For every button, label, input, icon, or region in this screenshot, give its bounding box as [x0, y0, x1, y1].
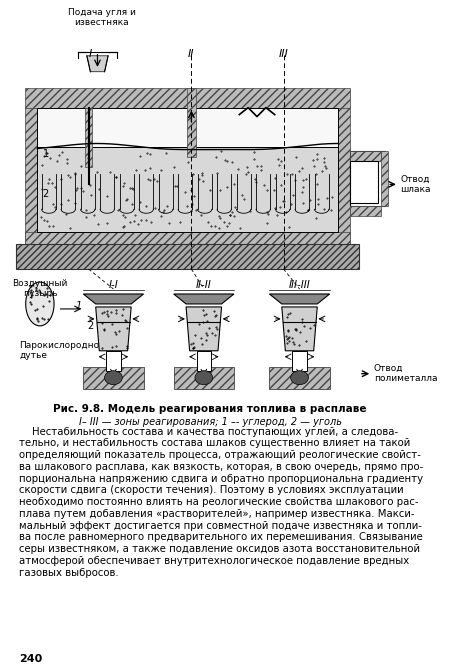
- Bar: [350, 151, 385, 206]
- Bar: [350, 151, 381, 161]
- Bar: [269, 367, 329, 389]
- Bar: [25, 232, 350, 244]
- Text: Парокислородное
дутье: Парокислородное дутье: [19, 341, 105, 360]
- Text: необходимо постоянно влиять на реологические свойства шлакового рас-: необходимо постоянно влиять на реологиче…: [19, 497, 419, 507]
- Bar: [37, 108, 337, 147]
- Bar: [25, 108, 37, 252]
- Text: 2: 2: [88, 321, 94, 331]
- Bar: [350, 206, 381, 216]
- Text: 240: 240: [19, 654, 43, 664]
- Text: серы известняком, а также подавление оксидов азота восстановительной: серы известняком, а также подавление окс…: [19, 544, 420, 554]
- Text: 1: 1: [75, 301, 82, 311]
- Bar: [25, 88, 350, 108]
- Text: атмосферой обеспечивает внутритехнологическое подавление вредных: атмосферой обеспечивает внутритехнологич…: [19, 556, 410, 566]
- Polygon shape: [87, 56, 108, 72]
- Bar: [83, 367, 144, 389]
- Text: 2: 2: [43, 189, 49, 199]
- Text: порциональна напряжению сдвига и обратно пропорциональна градиенту: порциональна напряжению сдвига и обратно…: [19, 474, 424, 484]
- Bar: [197, 351, 211, 371]
- Text: Отвод
шлака: Отвод шлака: [401, 174, 431, 194]
- Bar: [173, 367, 234, 389]
- Polygon shape: [269, 294, 329, 304]
- Text: I: I: [89, 49, 92, 59]
- Text: тельно, и нестабильность состава шлаков существенно влияет на такой: тельно, и нестабильность состава шлаков …: [19, 438, 411, 448]
- Bar: [16, 244, 359, 269]
- Bar: [381, 151, 388, 206]
- Bar: [37, 147, 337, 232]
- Text: ва шлакового расплава, как вязкость, которая, в свою очередь, прямо про-: ва шлакового расплава, как вязкость, кот…: [19, 462, 424, 472]
- Bar: [187, 88, 196, 157]
- Text: Рис. 9.8. Модель реагирования топлива в расплаве: Рис. 9.8. Модель реагирования топлива в …: [53, 404, 367, 414]
- Bar: [106, 351, 120, 371]
- Polygon shape: [282, 307, 317, 351]
- Polygon shape: [96, 307, 131, 351]
- Polygon shape: [26, 282, 54, 326]
- Text: скорости сдвига (скорости течения). Поэтому в условиях эксплуатации: скорости сдвига (скорости течения). Поэт…: [19, 486, 404, 496]
- Text: Нестабильность состава и качества поступающих углей, а следова-: Нестабильность состава и качества поступ…: [19, 426, 399, 436]
- Ellipse shape: [195, 371, 213, 385]
- Text: ва после равномерного предварительного их перемешивания. Связывание: ва после равномерного предварительного и…: [19, 532, 423, 542]
- Text: определяющий показатель процесса, отражающий реологические свойст-: определяющий показатель процесса, отража…: [19, 450, 421, 460]
- Ellipse shape: [291, 371, 309, 385]
- Polygon shape: [186, 307, 221, 351]
- Ellipse shape: [105, 371, 122, 385]
- Bar: [350, 161, 378, 203]
- Polygon shape: [173, 294, 234, 304]
- Text: III-III: III-III: [289, 280, 310, 290]
- Bar: [292, 351, 307, 371]
- Text: мальный эффект достигается при совместной подаче известняка и топли-: мальный эффект достигается при совместно…: [19, 521, 422, 531]
- Text: плава путем добавления «растворителей», например известняка. Макси-: плава путем добавления «растворителей», …: [19, 509, 415, 519]
- Text: Подача угля и
известняка: Подача угля и известняка: [68, 8, 136, 27]
- Bar: [337, 108, 350, 252]
- Text: I– III — зоны реагирования; 1 –- углерод, 2 — уголь: I– III — зоны реагирования; 1 –- углерод…: [79, 416, 342, 426]
- Text: I-I: I-I: [109, 280, 118, 290]
- Bar: [85, 108, 92, 167]
- Text: Воздушный
пузырь: Воздушный пузырь: [12, 279, 68, 298]
- Polygon shape: [83, 294, 144, 304]
- Text: 1: 1: [43, 149, 49, 159]
- Text: III: III: [279, 49, 289, 59]
- Text: II: II: [188, 49, 195, 59]
- Text: II-II: II-II: [196, 280, 212, 290]
- Text: Отвод
полиметалла: Отвод полиметалла: [374, 364, 438, 384]
- Text: газовых выбросов.: газовых выбросов.: [19, 567, 119, 577]
